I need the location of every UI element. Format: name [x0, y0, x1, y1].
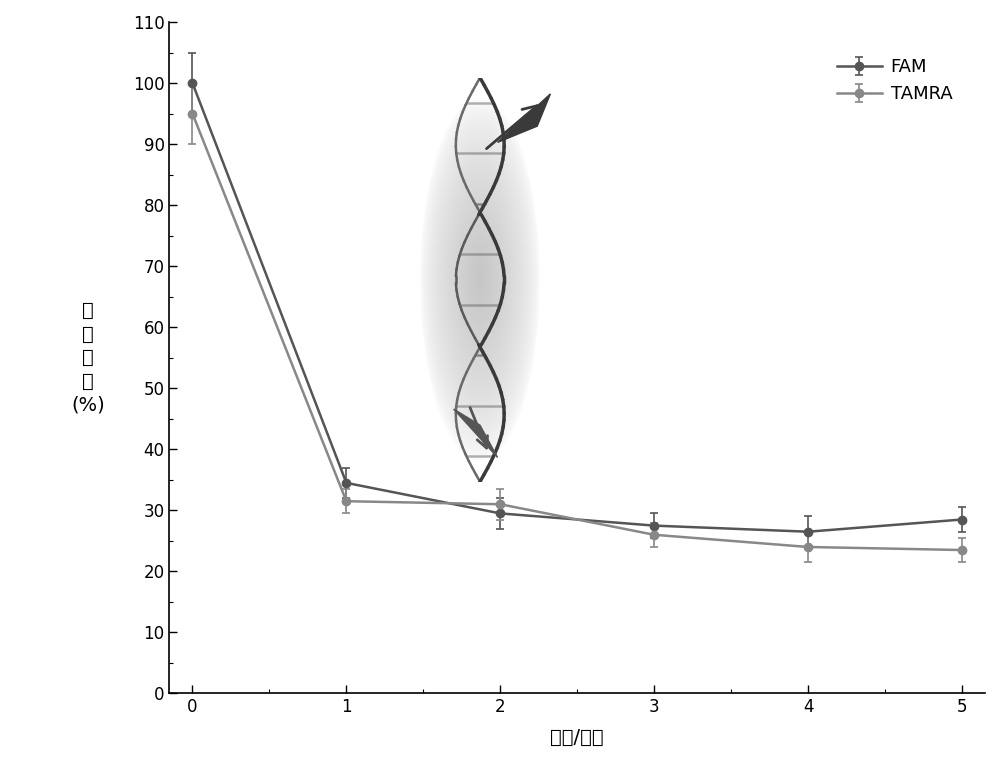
X-axis label: 时间/小时: 时间/小时 [550, 727, 604, 747]
Legend: FAM, TAMRA: FAM, TAMRA [829, 51, 960, 110]
Polygon shape [454, 409, 498, 458]
Polygon shape [498, 94, 550, 142]
Text: 荧
光
强
度
(%): 荧 光 强 度 (%) [71, 301, 105, 414]
